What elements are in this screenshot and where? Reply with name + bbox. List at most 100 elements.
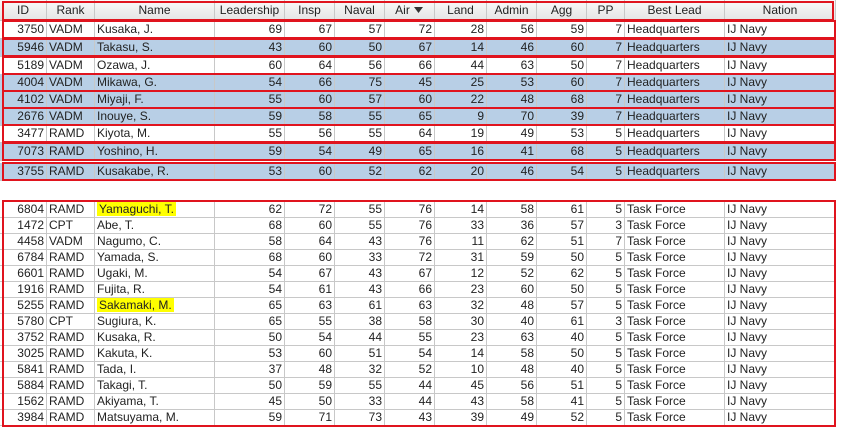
- table-cell[interactable]: 54: [285, 329, 335, 346]
- table-cell[interactable]: Takasu, S.: [95, 39, 215, 57]
- table-cell[interactable]: 4102: [0, 91, 47, 109]
- table-cell[interactable]: 65: [215, 297, 285, 314]
- table-cell[interactable]: 55: [385, 329, 435, 346]
- table-cell[interactable]: 5255: [0, 297, 47, 314]
- table-cell[interactable]: 63: [487, 329, 537, 346]
- table-cell[interactable]: IJ Navy: [725, 57, 836, 75]
- table-cell[interactable]: 54: [285, 143, 335, 161]
- table-cell[interactable]: Yamada, S.: [95, 249, 215, 266]
- table-cell[interactable]: 5: [587, 393, 625, 410]
- table-cell[interactable]: 61: [537, 313, 587, 330]
- table-cell[interactable]: 40: [537, 329, 587, 346]
- table-cell[interactable]: 61: [285, 281, 335, 298]
- table-cell[interactable]: 62: [215, 201, 285, 218]
- table-cell[interactable]: 5: [587, 329, 625, 346]
- table-cell[interactable]: 5: [587, 297, 625, 314]
- table-cell[interactable]: Task Force: [625, 281, 725, 298]
- table-cell[interactable]: 54: [537, 163, 587, 181]
- table-cell[interactable]: 54: [215, 281, 285, 298]
- table-cell[interactable]: 57: [335, 21, 385, 39]
- table-cell[interactable]: 55: [335, 108, 385, 126]
- table-cell[interactable]: IJ Navy: [725, 163, 836, 181]
- table-cell[interactable]: 5: [587, 345, 625, 362]
- table-cell[interactable]: 5: [587, 265, 625, 282]
- table-cell[interactable]: Task Force: [625, 329, 725, 346]
- table-cell[interactable]: Headquarters: [625, 39, 725, 57]
- table-cell[interactable]: 60: [285, 345, 335, 362]
- table-cell[interactable]: 55: [335, 217, 385, 234]
- table-cell[interactable]: RAMD: [47, 329, 95, 346]
- table-cell[interactable]: 5946: [0, 39, 47, 57]
- table-cell[interactable]: 6804: [0, 201, 47, 218]
- table-cell[interactable]: 37: [215, 361, 285, 378]
- table-cell[interactable]: 72: [385, 21, 435, 39]
- table-cell[interactable]: 72: [285, 201, 335, 218]
- table-cell[interactable]: 31: [435, 249, 487, 266]
- table-cell[interactable]: 50: [285, 393, 335, 410]
- table-cell[interactable]: 52: [335, 163, 385, 181]
- table-cell[interactable]: IJ Navy: [725, 125, 836, 143]
- table-cell[interactable]: 76: [385, 217, 435, 234]
- table-cell[interactable]: IJ Navy: [725, 249, 836, 266]
- table-cell[interactable]: 50: [537, 345, 587, 362]
- table-cell[interactable]: 69: [215, 21, 285, 39]
- table-cell[interactable]: 50: [335, 39, 385, 57]
- column-header[interactable]: Best Lead: [625, 0, 725, 21]
- table-cell[interactable]: VADM: [47, 21, 95, 39]
- table-cell[interactable]: CPT: [47, 313, 95, 330]
- table-cell[interactable]: 48: [487, 297, 537, 314]
- table-cell[interactable]: 55: [285, 313, 335, 330]
- table-cell[interactable]: RAMD: [47, 297, 95, 314]
- table-cell[interactable]: Task Force: [625, 217, 725, 234]
- table-cell[interactable]: Kakuta, K.: [95, 345, 215, 362]
- table-cell[interactable]: 66: [285, 74, 335, 92]
- column-header[interactable]: Leadership: [215, 0, 285, 21]
- table-cell[interactable]: 49: [487, 125, 537, 143]
- table-cell[interactable]: 55: [215, 91, 285, 109]
- table-cell[interactable]: Matsuyama, M.: [95, 409, 215, 426]
- column-header[interactable]: Admin: [487, 0, 537, 21]
- table-cell[interactable]: 40: [537, 361, 587, 378]
- table-cell[interactable]: 67: [285, 21, 335, 39]
- table-cell[interactable]: 7: [587, 108, 625, 126]
- table-cell[interactable]: 52: [385, 361, 435, 378]
- table-cell[interactable]: RAMD: [47, 163, 95, 181]
- table-cell[interactable]: 19: [435, 125, 487, 143]
- table-cell[interactable]: 68: [537, 91, 587, 109]
- table-cell[interactable]: RAMD: [47, 281, 95, 298]
- table-cell[interactable]: 38: [335, 313, 385, 330]
- table-cell[interactable]: 62: [385, 163, 435, 181]
- table-cell[interactable]: 76: [385, 233, 435, 250]
- table-cell[interactable]: IJ Navy: [725, 91, 836, 109]
- table-cell[interactable]: 60: [487, 281, 537, 298]
- table-cell[interactable]: 16: [435, 143, 487, 161]
- table-cell[interactable]: 49: [335, 143, 385, 161]
- table-cell[interactable]: 39: [537, 108, 587, 126]
- table-cell[interactable]: 3752: [0, 329, 47, 346]
- table-cell[interactable]: IJ Navy: [725, 74, 836, 92]
- table-cell[interactable]: 33: [335, 393, 385, 410]
- table-cell[interactable]: 7: [587, 21, 625, 39]
- table-cell[interactable]: Kusaka, J.: [95, 21, 215, 39]
- table-cell[interactable]: 5884: [0, 377, 47, 394]
- table-cell[interactable]: 60: [285, 163, 335, 181]
- column-header[interactable]: Name: [95, 0, 215, 21]
- table-cell[interactable]: 75: [335, 74, 385, 92]
- table-cell[interactable]: Ugaki, M.: [95, 265, 215, 282]
- table-cell[interactable]: 14: [435, 201, 487, 218]
- table-cell[interactable]: 23: [435, 329, 487, 346]
- table-cell[interactable]: 23: [435, 281, 487, 298]
- column-header[interactable]: Rank: [47, 0, 95, 21]
- table-cell[interactable]: Yoshino, H.: [95, 143, 215, 161]
- table-cell[interactable]: Task Force: [625, 265, 725, 282]
- table-cell[interactable]: 70: [487, 108, 537, 126]
- table-cell[interactable]: 60: [537, 74, 587, 92]
- table-cell[interactable]: Kiyota, M.: [95, 125, 215, 143]
- column-header[interactable]: Insp: [285, 0, 335, 21]
- table-cell[interactable]: 5: [587, 143, 625, 161]
- table-cell[interactable]: 58: [385, 313, 435, 330]
- table-cell[interactable]: IJ Navy: [725, 233, 836, 250]
- table-cell[interactable]: RAMD: [47, 265, 95, 282]
- table-cell[interactable]: IJ Navy: [725, 265, 836, 282]
- table-cell[interactable]: 54: [215, 265, 285, 282]
